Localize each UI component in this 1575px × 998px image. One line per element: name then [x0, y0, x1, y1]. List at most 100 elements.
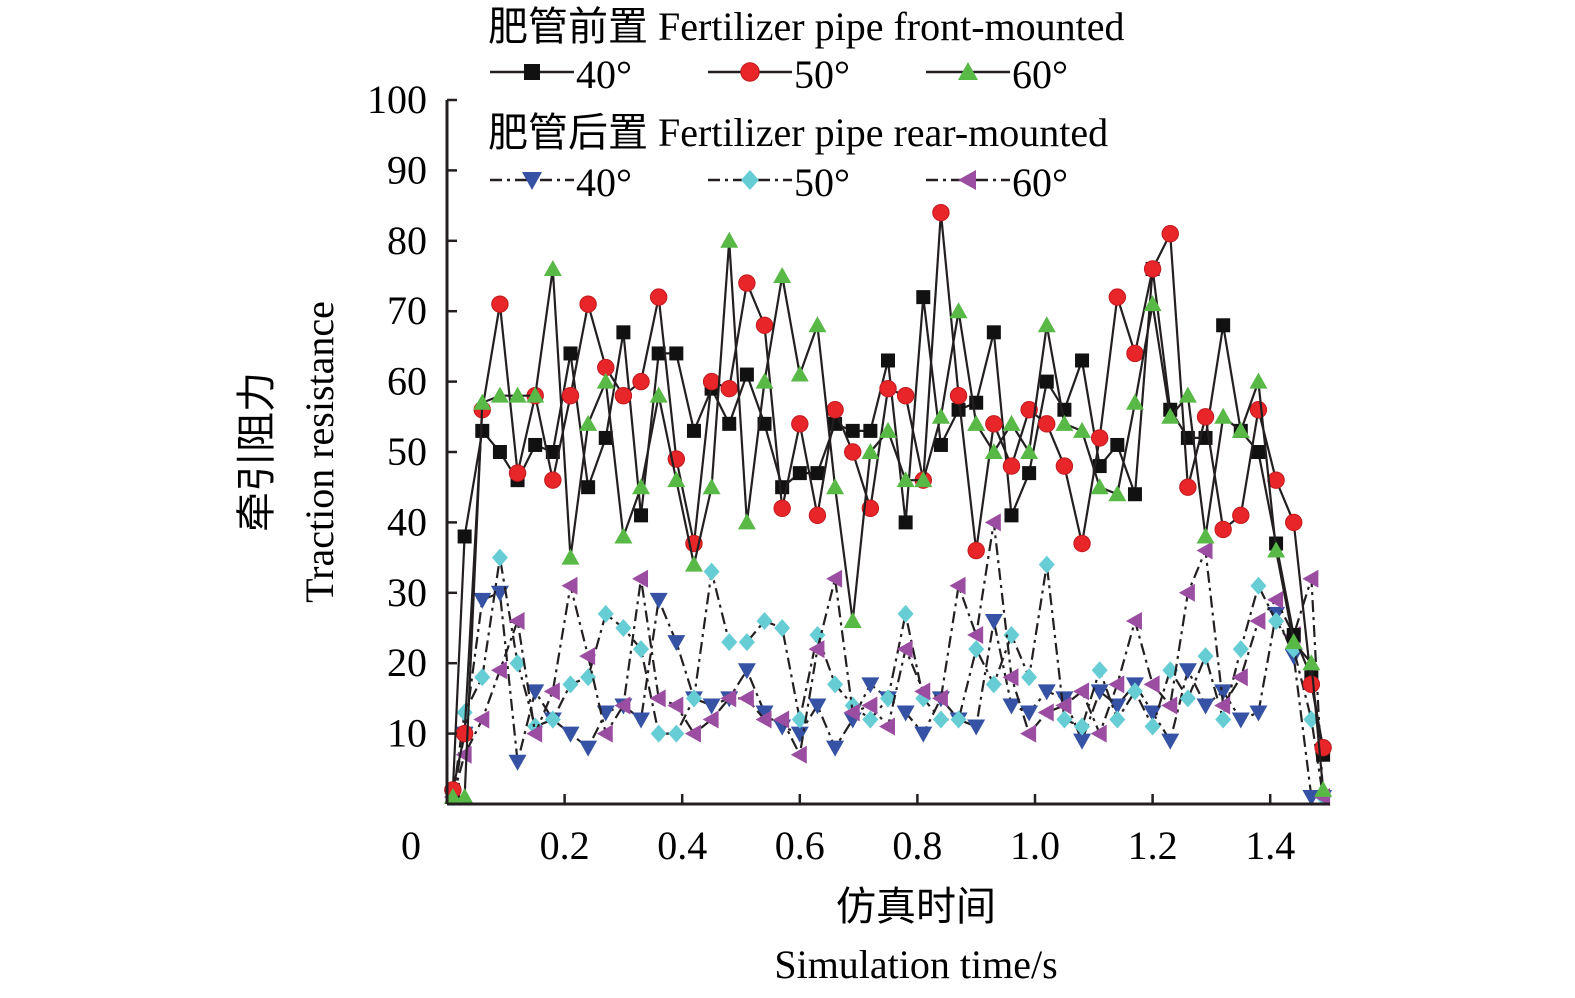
data-point [561, 576, 578, 595]
data-point [1179, 689, 1196, 708]
data-point [1178, 663, 1197, 680]
data-point [634, 508, 649, 523]
data-point [1004, 508, 1019, 523]
data-point [1314, 738, 1332, 757]
legend-item: 40° [490, 160, 632, 205]
data-point [1302, 675, 1321, 694]
legend-label: 40° [576, 160, 632, 205]
data-point [1020, 443, 1039, 459]
data-point [1022, 466, 1037, 481]
data-point [545, 445, 560, 459]
data-point [526, 386, 545, 403]
data-point [881, 353, 895, 368]
y-axis-label-cn: 牵引阻力 [234, 372, 279, 532]
data-point [1214, 684, 1233, 701]
data-point [561, 726, 580, 743]
data-point [702, 372, 721, 391]
data-point [861, 499, 880, 518]
data-point [1002, 414, 1021, 431]
data-point [1126, 682, 1143, 701]
data-point [649, 386, 668, 403]
data-point [1179, 478, 1197, 496]
data-point [1002, 457, 1021, 475]
data-point [615, 619, 632, 637]
data-point [1038, 415, 1056, 433]
data-point [845, 423, 860, 438]
data-point [561, 548, 580, 565]
data-point [1161, 225, 1179, 243]
data-point [528, 437, 543, 452]
data-point [526, 684, 545, 701]
data-point [702, 478, 721, 495]
data-point [773, 710, 790, 729]
data-point [880, 689, 896, 708]
legend-item: 50° [708, 160, 850, 205]
data-point [827, 675, 844, 694]
data-point [967, 541, 985, 560]
data-point [668, 724, 685, 743]
data-point [810, 466, 825, 481]
data-point [914, 682, 931, 701]
data-point [1037, 316, 1056, 333]
data-point [1055, 691, 1074, 708]
data-point [702, 710, 719, 729]
data-point [897, 604, 914, 623]
data-point [1302, 569, 1319, 588]
legend: 40° 50° 60° 40° 50° 60° [490, 52, 1068, 205]
data-point [1073, 421, 1092, 438]
data-point [1125, 393, 1144, 410]
origin-label: 0 [401, 823, 421, 868]
data-point [685, 689, 702, 708]
series-line [451, 522, 1325, 798]
data-point [826, 740, 845, 757]
data-point [1249, 611, 1266, 630]
data-point [1057, 402, 1072, 417]
data-point [896, 705, 915, 722]
data-point [1178, 386, 1197, 403]
data-point [1055, 457, 1074, 475]
data-point [1231, 668, 1248, 687]
data-point [598, 430, 613, 445]
data-point [737, 513, 756, 530]
data-point [949, 576, 966, 595]
data-point [1073, 733, 1092, 750]
data-point [579, 295, 597, 313]
data-point [826, 401, 844, 419]
data-point [1197, 647, 1214, 666]
data-point [931, 689, 948, 708]
y-tick-label: 60 [387, 359, 427, 404]
data-point [1091, 661, 1108, 680]
data-point [667, 696, 684, 715]
data-point [1232, 640, 1249, 659]
data-point [721, 633, 738, 652]
data-point [1143, 260, 1162, 278]
legend-item: 50° [708, 52, 850, 97]
data-point [1108, 675, 1125, 694]
data-point [490, 661, 507, 680]
legend-label: 60° [1012, 160, 1068, 205]
series-front-40deg [445, 261, 1331, 797]
y-tick-label: 80 [387, 218, 427, 263]
data-point [738, 274, 756, 292]
data-point [1178, 583, 1195, 602]
data-point [1090, 429, 1109, 447]
data-point [508, 611, 525, 630]
data-point [543, 259, 562, 276]
data-point [491, 548, 508, 567]
data-point [1196, 541, 1213, 560]
legend-title-front: 肥管前置 Fertilizer pipe front-mounted [488, 4, 1125, 49]
y-tick-label: 10 [387, 711, 427, 756]
series-rear-50deg [444, 548, 1332, 806]
data-point [949, 302, 968, 319]
legend-label: 50° [794, 160, 850, 205]
data-point [1020, 724, 1037, 743]
data-point [844, 443, 862, 461]
data-point [1126, 344, 1144, 363]
data-point [1231, 421, 1250, 438]
data-point [1268, 611, 1285, 630]
data-point [1055, 414, 1074, 431]
legend-label: 60° [1012, 52, 1068, 97]
data-point [614, 527, 633, 544]
data-point [1002, 698, 1021, 715]
data-point [1020, 705, 1039, 722]
